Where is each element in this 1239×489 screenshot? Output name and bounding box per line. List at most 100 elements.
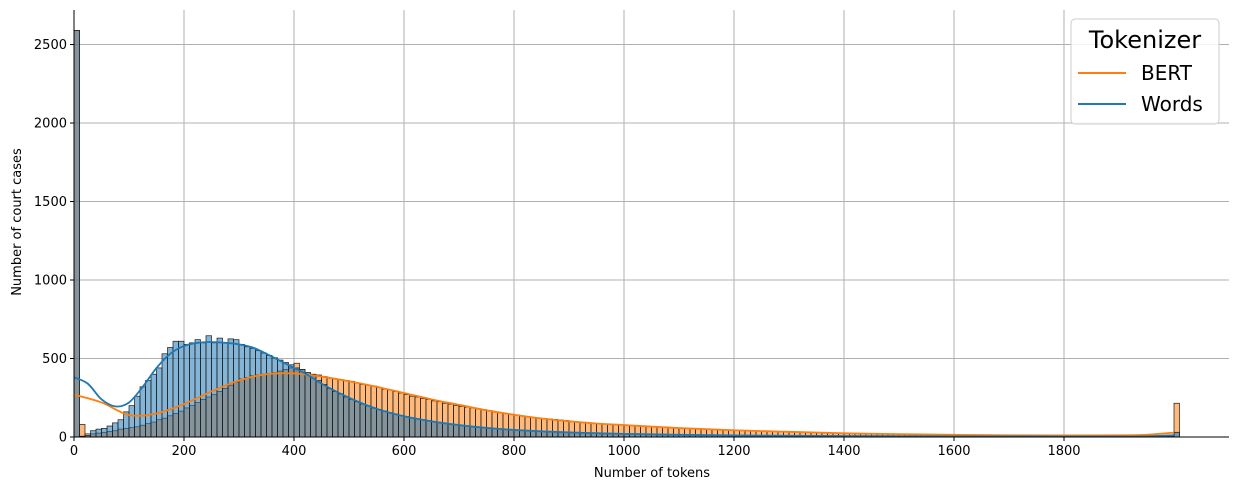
words-bar-54: [370, 407, 377, 438]
legend-title: Tokenizer: [1088, 26, 1201, 54]
words-bar-30: [238, 344, 245, 438]
words-bar-60: [403, 416, 410, 438]
legend-box: [1070, 18, 1220, 125]
words-bar-77: [497, 428, 504, 438]
bert-bar-200: [1173, 402, 1180, 438]
words-bar-48: [337, 393, 344, 438]
words-bar-55: [376, 409, 383, 438]
words-bar-10: [128, 405, 135, 438]
words-bar-29: [233, 339, 240, 438]
words-bar-6: [106, 425, 113, 438]
words-bar-5: [101, 428, 108, 438]
words-bar-13: [145, 380, 152, 438]
words-bar-34: [260, 352, 267, 438]
words-bar-65: [431, 421, 438, 438]
x-tick-label-6: 1200: [717, 444, 750, 459]
y-tick-label-1: 500: [42, 352, 67, 367]
words-bar-19: [178, 340, 185, 438]
words-bar-66: [436, 422, 443, 438]
words-bar-23: [200, 342, 207, 438]
words-bar-81: [519, 430, 526, 438]
words-bar-73: [475, 426, 482, 438]
words-bar-76: [491, 428, 498, 438]
words-bar-28: [227, 338, 234, 438]
x-tick-label-4: 800: [502, 444, 527, 459]
y-tick-label-2: 1000: [34, 274, 67, 289]
words-bar-59: [398, 414, 405, 438]
words-bar-33: [255, 350, 262, 438]
words-bar-32: [249, 347, 256, 438]
words-bar-16: [161, 353, 168, 438]
words-bar-3: [90, 430, 97, 438]
y-axis-label: Number of court cases: [10, 148, 25, 296]
words-bar-50: [348, 398, 355, 438]
words-bar-84: [535, 430, 542, 438]
words-bar-27: [222, 342, 229, 438]
words-bar-82: [524, 430, 531, 438]
words-bar-43: [310, 375, 317, 438]
words-bar-74: [480, 427, 487, 438]
words-bar-35: [266, 355, 273, 438]
words-bar-22: [194, 339, 201, 438]
words-bar-61: [409, 417, 416, 438]
x-tick-label-3: 600: [392, 444, 417, 459]
y-tick-label-3: 1500: [34, 195, 67, 210]
x-tick-label-8: 1600: [937, 444, 970, 459]
x-tick-label-9: 1800: [1047, 444, 1080, 459]
words-bar-45: [321, 384, 328, 438]
words-bar-56: [381, 410, 388, 438]
x-tick-label-2: 400: [282, 444, 307, 459]
words-bar-20: [183, 344, 190, 438]
words-bar-24: [205, 335, 212, 438]
words-bar-4: [95, 428, 102, 438]
words-bar-44: [315, 380, 322, 438]
words-bar-80: [513, 429, 520, 438]
words-bar-69: [453, 424, 460, 438]
words-bar-18: [172, 340, 179, 438]
legend: Tokenizer BERT Words: [1070, 18, 1220, 125]
words-bar-67: [442, 422, 449, 438]
x-tick-label-5: 1000: [607, 444, 640, 459]
words-bar-21: [189, 342, 196, 438]
words-bar-57: [387, 412, 394, 438]
words-bar-49: [343, 396, 350, 438]
x-axis-label: Number of tokens: [594, 466, 710, 481]
x-tick-label-7: 1400: [827, 444, 860, 459]
y-tick-label-0: 0: [59, 431, 67, 446]
words-bar-64: [425, 420, 432, 438]
bert-kde-line: [73, 372, 1175, 437]
words-bar-52: [359, 403, 366, 438]
words-bar-53: [365, 405, 372, 438]
words-bar-70: [458, 425, 465, 438]
words-bar-39: [288, 364, 295, 438]
words-bar-37: [277, 359, 284, 438]
words-bar-75: [486, 427, 493, 438]
words-bar-31: [244, 346, 251, 438]
words-bar-14: [150, 373, 157, 438]
words-bar-8: [117, 419, 124, 438]
words-bar-62: [414, 418, 421, 438]
y-tick-label-5: 2500: [34, 38, 67, 53]
words-bar-63: [420, 419, 427, 438]
words-bar-17: [167, 347, 174, 438]
words-bar-7: [112, 422, 119, 438]
legend-label-bert: BERT: [1141, 61, 1193, 85]
words-bar-36: [271, 357, 278, 438]
x-tick-label-1: 200: [172, 444, 197, 459]
words-bar-72: [469, 426, 476, 438]
words-bar-68: [447, 423, 454, 438]
legend-label-words: Words: [1141, 92, 1203, 116]
words-bar-79: [508, 429, 515, 438]
x-tick-label-0: 0: [70, 444, 78, 459]
axes: [73, 10, 1229, 438]
words-bar-51: [354, 401, 361, 438]
words-bar-78: [502, 428, 509, 438]
y-tick-label-4: 2000: [34, 117, 67, 132]
kde-curves: [73, 341, 1175, 438]
tick-labels: 0 200 400 600 800 1000 1200 1400 1600 1800 0 500 100…: [34, 38, 1081, 459]
words-bar-71: [464, 425, 471, 438]
words-bar-15: [156, 367, 163, 438]
words-bar-47: [332, 391, 339, 438]
words-bar-42: [304, 372, 311, 438]
